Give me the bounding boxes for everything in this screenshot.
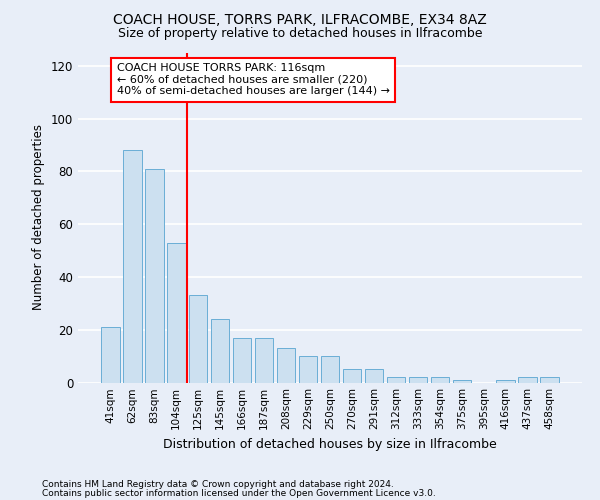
Text: Contains public sector information licensed under the Open Government Licence v3: Contains public sector information licen… (42, 488, 436, 498)
Bar (496, 380, 515, 382)
Bar (409, 377, 427, 382)
Bar (365, 370, 383, 382)
Bar (431, 377, 449, 382)
Bar (541, 377, 559, 382)
Text: COACH HOUSE, TORRS PARK, ILFRACOMBE, EX34 8AZ: COACH HOUSE, TORRS PARK, ILFRACOMBE, EX3… (113, 12, 487, 26)
Bar (101, 327, 119, 382)
Bar (145, 168, 164, 382)
Bar (189, 296, 208, 382)
Bar (320, 356, 340, 382)
Bar (386, 377, 405, 382)
Bar (167, 242, 185, 382)
Text: Contains HM Land Registry data © Crown copyright and database right 2024.: Contains HM Land Registry data © Crown c… (42, 480, 394, 489)
Bar (343, 370, 361, 382)
Bar (211, 319, 229, 382)
Bar (233, 338, 251, 382)
Text: COACH HOUSE TORRS PARK: 116sqm
← 60% of detached houses are smaller (220)
40% of: COACH HOUSE TORRS PARK: 116sqm ← 60% of … (117, 63, 390, 96)
Bar (518, 377, 537, 382)
Bar (123, 150, 142, 382)
X-axis label: Distribution of detached houses by size in Ilfracombe: Distribution of detached houses by size … (163, 438, 497, 451)
Text: Size of property relative to detached houses in Ilfracombe: Size of property relative to detached ho… (118, 28, 482, 40)
Bar (277, 348, 295, 382)
Bar (255, 338, 274, 382)
Bar (299, 356, 317, 382)
Bar (452, 380, 471, 382)
Y-axis label: Number of detached properties: Number of detached properties (32, 124, 45, 310)
